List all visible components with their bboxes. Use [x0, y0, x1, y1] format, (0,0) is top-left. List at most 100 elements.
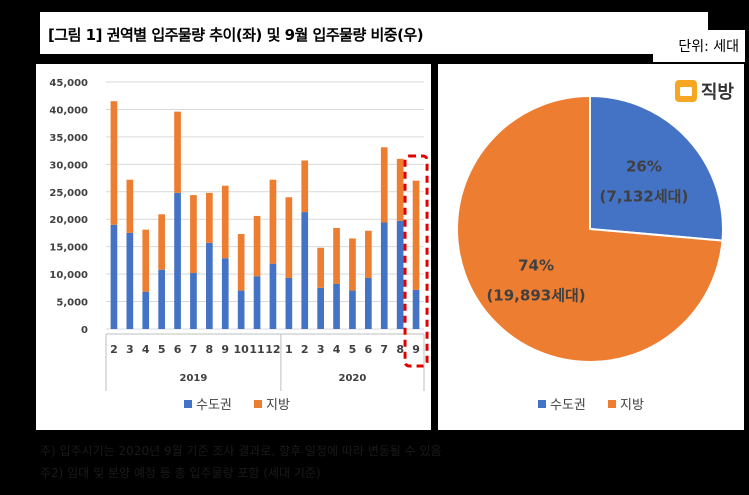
y-tick-label: 10,000 [49, 270, 88, 281]
bar-segment [349, 238, 356, 291]
bar-segment [412, 180, 420, 290]
bar-segment [349, 290, 356, 329]
bar-segment [269, 179, 277, 264]
bar-segment [237, 290, 245, 329]
bar-segment [317, 287, 324, 329]
y-tick-label: 45,000 [49, 78, 88, 89]
unit-box: 단위: 세대 [653, 30, 745, 62]
bar-segment [110, 101, 118, 225]
x-tick-label: 5 [349, 343, 357, 356]
bar-segment [110, 224, 118, 329]
pie-chart-panel: 직방 26% (7,132세대) 74% (19,893세대) 수도권 지방 [438, 64, 744, 430]
legend-label: 지방 [266, 398, 290, 413]
pie-percent-label: 26% [626, 158, 662, 176]
x-tick-label: 10 [233, 343, 249, 356]
legend-swatch [254, 400, 262, 408]
unit-label: 단위: 세대 [678, 39, 739, 55]
year-label: 2020 [339, 373, 367, 384]
pie-chart: 26% (7,132세대) 74% (19,893세대) 수도권 지방 [456, 94, 724, 413]
y-tick-label: 35,000 [49, 133, 88, 144]
bar-segment [206, 242, 213, 329]
footnote: 주) 입주시기는 2020년 9월 기준 조사 결과로, 향후 일정에 따라 변… [40, 440, 740, 484]
y-tick-label: 40,000 [49, 105, 88, 116]
bar-segment [365, 230, 372, 278]
x-tick-label: 12 [265, 343, 280, 356]
bar-segment [142, 291, 150, 329]
bar-segment [206, 192, 213, 243]
bar-segment [301, 212, 309, 329]
pie-value-label: (7,132세대) [600, 188, 689, 206]
title-bar: [그림 1] 권역별 입주물량 추이(좌) 및 9월 입주물량 비중(우) [40, 12, 708, 54]
x-tick-label: 8 [396, 343, 404, 356]
x-tick-label: 6 [365, 343, 373, 356]
x-tick-label: 2 [301, 343, 309, 356]
logo-text: 직방 [700, 82, 734, 103]
pie-slice [456, 94, 724, 363]
footnote-line-1: 주) 입주시기는 2020년 9월 기준 조사 결과로, 향후 일정에 따라 변… [40, 444, 442, 458]
house-icon [674, 80, 697, 102]
y-tick-label: 20,000 [49, 215, 88, 226]
x-tick-label: 4 [142, 343, 150, 356]
bar-segment [396, 158, 404, 221]
bar-segment [333, 283, 340, 329]
x-tick-label: 5 [158, 343, 166, 356]
x-tick-label: 9 [412, 343, 420, 356]
page-title: [그림 1] 권역별 입주물량 추이(좌) 및 9월 입주물량 비중(우) [48, 26, 424, 44]
bar-chart: 0 5,000 10,000 15,000 20,000 25,000 30,000 35,0… [49, 78, 429, 413]
x-tick-label: 6 [174, 343, 182, 356]
bar-segment [412, 289, 420, 329]
bar-segment [253, 276, 261, 329]
bar-segment [396, 220, 404, 329]
legend-swatch [184, 400, 192, 408]
legend-label: 수도권 [196, 398, 232, 413]
x-tick-label: 11 [249, 343, 264, 356]
y-tick-label: 30,000 [49, 160, 88, 171]
bar-segment [285, 277, 293, 329]
x-tick-label: 7 [190, 343, 198, 356]
x-tick-label: 7 [380, 343, 388, 356]
bar-segment [158, 214, 165, 270]
x-tick-label: 9 [221, 343, 229, 356]
bar-segment [174, 192, 181, 329]
pie-percent-label: 74% [518, 256, 554, 274]
x-tick-label: 4 [333, 343, 341, 356]
x-tick-label: 8 [206, 343, 214, 356]
bar-segment [380, 147, 388, 223]
bar-segment [317, 247, 324, 288]
y-tick-label: 5,000 [56, 298, 88, 309]
bar-segment [333, 228, 340, 284]
bar-segment [365, 277, 372, 329]
y-tick-label: 0 [81, 325, 88, 336]
y-tick-label: 15,000 [49, 243, 88, 254]
x-tick-label: 1 [285, 343, 293, 356]
bar-segment [221, 258, 229, 329]
bar-segment [301, 160, 309, 213]
legend-swatch [608, 400, 616, 408]
bar-segment [269, 263, 277, 329]
year-label: 2019 [180, 373, 208, 384]
legend-label: 수도권 [550, 398, 586, 413]
bar-segment [253, 215, 261, 277]
legend-label: 지방 [620, 398, 644, 413]
legend-swatch [538, 400, 546, 408]
bar-chart-panel: 0 5,000 10,000 15,000 20,000 25,000 30,000 35,0… [36, 64, 431, 430]
bar-segment [190, 273, 197, 329]
bar-segment [142, 229, 150, 292]
bar-segment [126, 179, 134, 233]
y-tick-label: 25,000 [49, 188, 88, 199]
bar-segment [174, 111, 181, 193]
bar-segment [285, 197, 293, 278]
bar-segment [221, 185, 229, 259]
bar-segment [380, 222, 388, 329]
bar-segment [158, 269, 165, 329]
bar-segment [237, 234, 245, 291]
x-tick-label: 3 [126, 343, 134, 356]
highlight-box [403, 154, 429, 368]
pie-slice [589, 94, 724, 242]
x-tick-label: 3 [317, 343, 325, 356]
x-tick-label: 2 [110, 343, 118, 356]
pie-value-label: (19,893세대) [486, 286, 585, 304]
bar-segment [190, 195, 197, 274]
bar-segment [126, 232, 134, 329]
logo: 직방 [674, 78, 734, 104]
